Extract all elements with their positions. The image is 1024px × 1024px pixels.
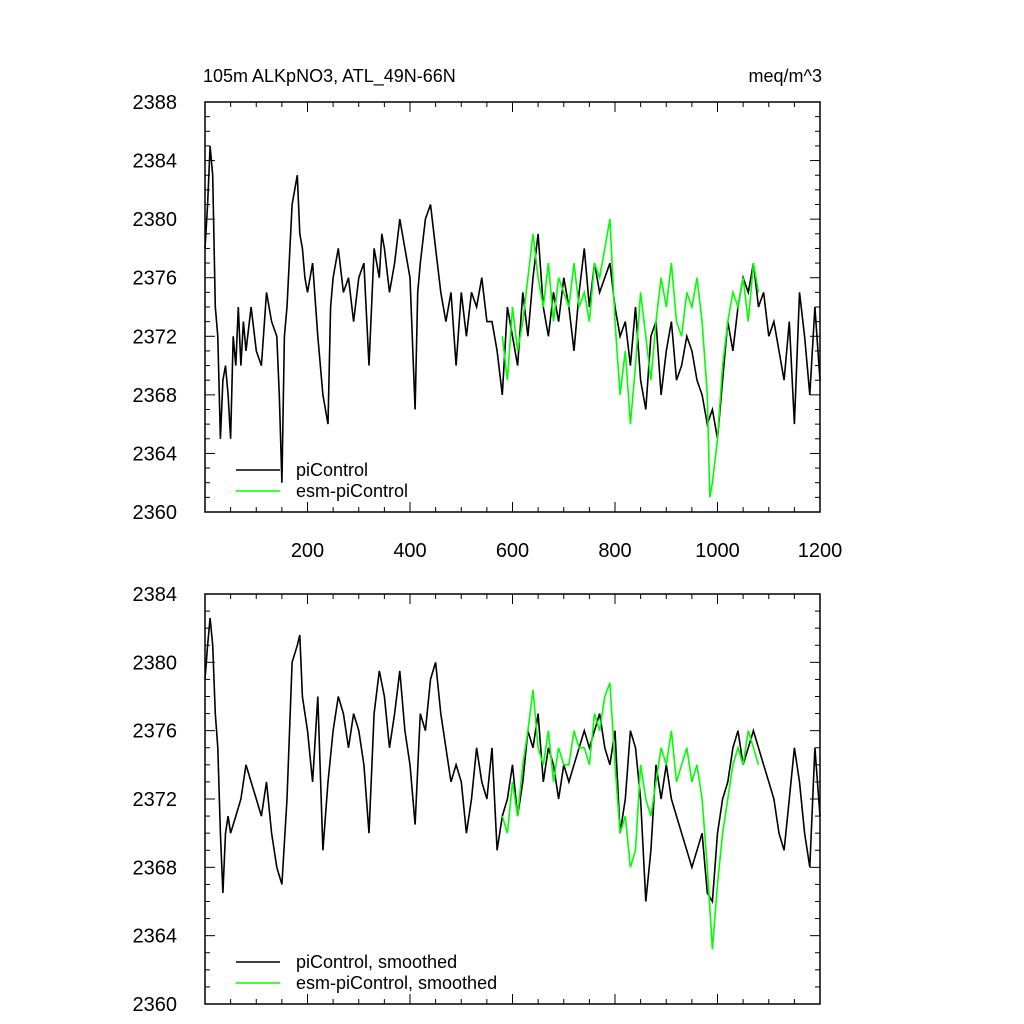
legend-label-esm-picontrol: esm-piControl <box>296 481 408 501</box>
y-tick-label: 2372 <box>133 789 178 811</box>
y-tick-label: 2360 <box>133 502 178 524</box>
x-tick-label: 600 <box>496 540 529 562</box>
y-tick-label: 2376 <box>133 268 178 290</box>
top-panel-x-tick-labels: 200 400 600 800 1000 1200 <box>291 540 842 562</box>
top-panel-ticks <box>204 101 821 513</box>
legend-label-picontrol: piControl <box>296 460 368 480</box>
x-tick-label: 1200 <box>798 540 843 562</box>
series-line-picontrol <box>204 145 821 483</box>
y-tick-label: 2368 <box>133 857 178 879</box>
x-tick-label: 1000 <box>695 540 740 562</box>
y-tick-label: 2376 <box>133 721 178 743</box>
series-line-picontrol-smoothed <box>204 617 821 905</box>
y-tick-label: 2364 <box>133 443 178 465</box>
y-tick-label: 2384 <box>133 151 178 173</box>
bottom-panel: 2360 2364 2368 2372 2376 2380 2384 piCon… <box>133 584 821 1016</box>
bottom-panel-frame <box>204 593 821 1005</box>
top-panel-legend: piControl esm-piControl <box>236 460 408 501</box>
bottom-panel-y-tick-labels: 2360 2364 2368 2372 2376 2380 2384 <box>133 584 178 1016</box>
top-panel-frame <box>204 101 821 513</box>
top-panel: 105m ALKpNO3, ATL_49N-66N meq/m^3 2360 2… <box>133 66 843 562</box>
legend-label-esm-picontrol-smoothed: esm-piControl, smoothed <box>296 973 497 993</box>
top-panel-y-tick-labels: 2360 2364 2368 2372 2376 2380 2384 2388 <box>133 92 178 524</box>
series-line-esm-picontrol <box>501 218 760 498</box>
y-tick-label: 2372 <box>133 326 178 348</box>
top-panel-units: meq/m^3 <box>749 66 822 86</box>
x-tick-label: 800 <box>598 540 631 562</box>
y-tick-label: 2388 <box>133 92 178 114</box>
y-tick-label: 2380 <box>133 209 178 231</box>
top-panel-title: 105m ALKpNO3, ATL_49N-66N <box>203 66 456 87</box>
bottom-panel-legend: piControl, smoothed esm-piControl, smoot… <box>236 952 497 993</box>
series-line-esm-picontrol-smoothed <box>501 682 760 950</box>
y-tick-label: 2364 <box>133 926 178 948</box>
legend-label-picontrol-smoothed: piControl, smoothed <box>296 952 457 972</box>
y-tick-label: 2360 <box>133 994 178 1016</box>
x-tick-label: 400 <box>393 540 426 562</box>
bottom-panel-series <box>204 617 821 950</box>
y-tick-label: 2368 <box>133 385 178 407</box>
top-panel-series <box>204 145 821 498</box>
y-tick-label: 2380 <box>133 652 178 674</box>
y-tick-label: 2384 <box>133 584 178 606</box>
x-tick-label: 200 <box>291 540 324 562</box>
